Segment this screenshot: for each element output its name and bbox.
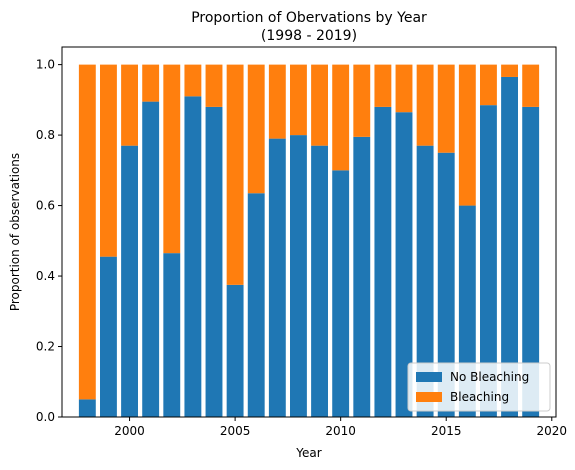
bar-no-bleaching-2012 — [374, 106, 392, 418]
bar-bleaching-2015 — [437, 64, 455, 153]
bar-no-bleaching-2003 — [184, 96, 202, 417]
y-tick-label: 0.6 — [36, 199, 55, 213]
bar-bleaching-2011 — [353, 64, 371, 137]
bar-no-bleaching-1999 — [100, 256, 117, 417]
bar-bleaching-1999 — [100, 64, 117, 257]
bar-no-bleaching-2014 — [416, 145, 434, 417]
bar-bleaching-2018 — [501, 64, 518, 77]
x-tick-label: 2020 — [537, 424, 568, 438]
bar-bleaching-2005 — [226, 64, 244, 285]
x-axis-title: Year — [295, 446, 321, 460]
bar-no-bleaching-2002 — [163, 253, 181, 417]
bar-no-bleaching-2015 — [437, 152, 455, 417]
bar-bleaching-2008 — [290, 64, 307, 136]
legend-label-bleaching: Bleaching — [450, 390, 509, 404]
bar-no-bleaching-2007 — [268, 138, 286, 417]
x-axis: 2000 2005 2010 2015 2020 — [114, 417, 567, 438]
legend: No Bleaching Bleaching — [407, 362, 551, 412]
y-axis: 0.0 0.2 0.4 0.6 0.8 1.0 — [36, 58, 62, 424]
x-tick-label: 2015 — [431, 424, 462, 438]
bar-no-bleaching-2000 — [121, 145, 138, 417]
bar-bleaching-2002 — [163, 64, 181, 254]
y-tick-label: 0.4 — [36, 269, 55, 283]
y-axis-title: Proportion of observations — [8, 153, 22, 311]
bar-bleaching-2009 — [311, 64, 328, 146]
bar-no-bleaching-2018 — [501, 76, 518, 417]
x-tick-label: 2010 — [325, 424, 356, 438]
bar-no-bleaching-2010 — [332, 170, 350, 417]
bar-bleaching-2000 — [121, 64, 138, 146]
bars-layer — [78, 64, 540, 418]
bar-no-bleaching-2005 — [226, 284, 244, 417]
legend-label-no-bleaching: No Bleaching — [450, 370, 529, 384]
legend-swatch-bleaching — [416, 392, 442, 402]
legend-box — [407, 362, 551, 412]
bar-bleaching-2007 — [268, 64, 286, 139]
bar-no-bleaching-2017 — [480, 105, 497, 418]
bar-no-bleaching-2011 — [353, 136, 371, 417]
chart-subtitle: (1998 - 2019) — [261, 28, 357, 44]
bar-bleaching-2010 — [332, 64, 350, 171]
chart-title: Proportion of Obervations by Year — [191, 10, 427, 26]
bar-bleaching-2016 — [458, 64, 476, 206]
bar-bleaching-1998 — [78, 64, 96, 400]
bar-bleaching-2001 — [142, 64, 160, 102]
y-tick-label: 0.0 — [36, 410, 55, 424]
x-tick-label: 2000 — [114, 424, 145, 438]
bar-no-bleaching-2008 — [290, 135, 307, 417]
bar-bleaching-2004 — [205, 64, 223, 107]
bar-no-bleaching-2009 — [311, 145, 328, 417]
x-tick-label: 2005 — [220, 424, 251, 438]
bar-bleaching-2019 — [522, 64, 540, 107]
bar-no-bleaching-2013 — [395, 112, 413, 417]
bar-bleaching-2012 — [374, 64, 392, 107]
y-tick-label: 0.2 — [36, 340, 55, 354]
bar-no-bleaching-2001 — [142, 101, 160, 417]
bar-bleaching-2006 — [247, 64, 265, 194]
bar-bleaching-2003 — [184, 64, 202, 97]
plot-frame — [61, 46, 557, 418]
legend-swatch-no-bleaching — [416, 372, 442, 382]
bar-bleaching-2013 — [395, 64, 413, 113]
y-tick-label: 0.8 — [36, 128, 55, 142]
bar-bleaching-2014 — [416, 64, 434, 146]
bar-no-bleaching-2006 — [247, 193, 265, 417]
bar-no-bleaching-2004 — [205, 106, 223, 418]
bar-no-bleaching-2019 — [522, 106, 540, 418]
bar-bleaching-2017 — [480, 64, 497, 106]
bar-no-bleaching-1998 — [78, 399, 96, 417]
y-tick-label: 1.0 — [36, 58, 55, 72]
